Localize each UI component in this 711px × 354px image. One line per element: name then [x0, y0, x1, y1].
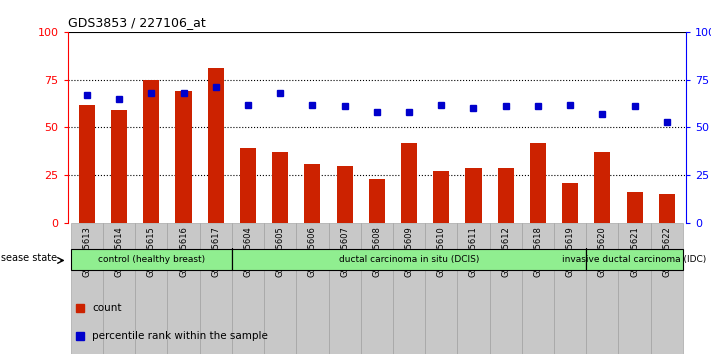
Bar [240, 148, 256, 223]
FancyBboxPatch shape [232, 249, 587, 270]
FancyBboxPatch shape [554, 223, 587, 354]
Text: disease state: disease state [0, 253, 58, 263]
FancyBboxPatch shape [296, 223, 328, 354]
FancyBboxPatch shape [264, 223, 296, 354]
FancyBboxPatch shape [103, 223, 135, 354]
FancyBboxPatch shape [490, 223, 522, 354]
FancyBboxPatch shape [587, 249, 683, 270]
FancyBboxPatch shape [167, 223, 200, 354]
Text: percentile rank within the sample: percentile rank within the sample [92, 331, 268, 341]
FancyBboxPatch shape [425, 223, 457, 354]
Bar [466, 167, 481, 223]
Text: control (healthy breast): control (healthy breast) [97, 255, 205, 264]
Text: count: count [92, 303, 122, 313]
Text: GDS3853 / 227106_at: GDS3853 / 227106_at [68, 16, 205, 29]
Bar [111, 110, 127, 223]
Bar [369, 179, 385, 223]
Bar [401, 143, 417, 223]
Bar [433, 171, 449, 223]
FancyBboxPatch shape [457, 223, 490, 354]
FancyBboxPatch shape [587, 223, 619, 354]
FancyBboxPatch shape [328, 223, 360, 354]
FancyBboxPatch shape [393, 223, 425, 354]
Bar [143, 80, 159, 223]
FancyBboxPatch shape [360, 223, 393, 354]
Bar [658, 194, 675, 223]
FancyBboxPatch shape [135, 223, 167, 354]
Text: invasive ductal carcinoma (IDC): invasive ductal carcinoma (IDC) [562, 255, 707, 264]
FancyBboxPatch shape [651, 223, 683, 354]
Bar [626, 193, 643, 223]
Bar [79, 104, 95, 223]
FancyBboxPatch shape [619, 223, 651, 354]
Bar [176, 91, 191, 223]
FancyBboxPatch shape [232, 223, 264, 354]
Bar [272, 152, 288, 223]
FancyBboxPatch shape [522, 223, 554, 354]
Bar [336, 166, 353, 223]
Bar [562, 183, 578, 223]
FancyBboxPatch shape [71, 249, 232, 270]
Bar [498, 167, 514, 223]
Bar [530, 143, 546, 223]
FancyBboxPatch shape [200, 223, 232, 354]
Bar [304, 164, 321, 223]
Bar [594, 152, 611, 223]
Bar [208, 68, 224, 223]
Text: ductal carcinoma in situ (DCIS): ductal carcinoma in situ (DCIS) [339, 255, 479, 264]
FancyBboxPatch shape [71, 223, 103, 354]
